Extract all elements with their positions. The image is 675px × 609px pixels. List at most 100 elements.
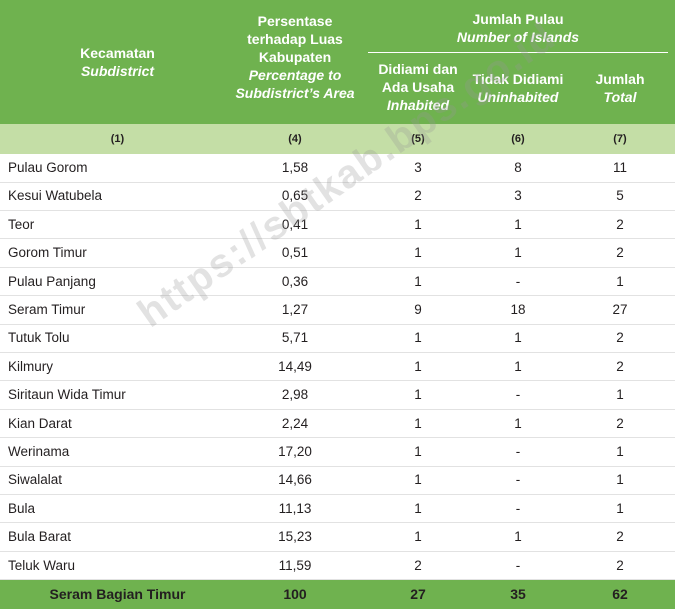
cell-subdistrict: Teluk Waru: [8, 557, 76, 573]
table-row: Kilmury 14,49 1 1 2: [0, 353, 675, 382]
column-number-row: (1) (4) (5) (6) (7): [0, 124, 675, 154]
cell-inhabited: 1: [414, 358, 422, 374]
cell-inhabited: 1: [414, 387, 422, 403]
cell-uninhabited: 1: [514, 415, 522, 431]
table-row: Kesui Watubela 0,65 2 3 5: [0, 182, 675, 211]
table-row: Gorom Timur 0,51 1 1 2: [0, 239, 675, 268]
cell-subdistrict: Werinama: [8, 444, 70, 459]
cell-subdistrict: Gorom Timur: [8, 245, 87, 261]
cell-total: 27: [612, 302, 628, 317]
cell-area-pct: 14,49: [278, 358, 312, 374]
colnum-6: (6): [511, 133, 525, 145]
cell-subdistrict: Siwalalat: [8, 472, 63, 488]
cell-area-pct: 11,59: [278, 557, 312, 573]
cell-inhabited: 1: [414, 444, 422, 459]
header-uninhabited: Tidak Didiami Uninhabited: [466, 70, 570, 106]
cell-total: 2: [616, 557, 624, 573]
colnum-5: (5): [411, 133, 425, 145]
cell-total: 5: [616, 188, 624, 204]
table-row: Teor 0,41 1 1 2: [0, 211, 675, 240]
total-uninhabited: 35: [510, 586, 526, 602]
cell-uninhabited: 1: [514, 529, 522, 545]
cell-subdistrict: Bula Barat: [8, 529, 72, 545]
header-uninhabited-l2: Uninhabited: [477, 89, 559, 105]
header-total: Jumlah Total: [572, 70, 668, 106]
header-area-percentage: Persentase terhadap Luas Kabupaten Perce…: [235, 12, 355, 102]
total-pct: 100: [283, 586, 307, 602]
cell-subdistrict: Kian Darat: [8, 415, 72, 431]
header-inhabited-l2: Ada Usaha: [381, 79, 455, 95]
cell-uninhabited: 1: [514, 216, 522, 232]
header-inhabited-l1: Didiami dan: [378, 61, 458, 77]
cell-uninhabited: -: [515, 557, 521, 573]
header-inhabited: Didiami dan Ada Usaha Inhabited: [370, 60, 466, 114]
table-row: Werinama 17,20 1 - 1: [0, 438, 675, 467]
cell-area-pct: 0,65: [281, 188, 309, 204]
cell-uninhabited: -: [515, 273, 521, 289]
table-row: Bula Barat 15,23 1 1 2: [0, 523, 675, 552]
cell-total: 1: [616, 273, 624, 289]
cell-subdistrict: Pulau Panjang: [8, 273, 96, 289]
cell-inhabited: 1: [414, 472, 422, 488]
cell-subdistrict: Kilmury: [8, 358, 54, 374]
header-inhabited-l3: Inhabited: [386, 97, 450, 113]
header-number-of-islands: Jumlah Pulau Number of Islands: [368, 10, 668, 46]
table-row: Tutuk Tolu 5,71 1 1 2: [0, 324, 675, 353]
header-total-l2: Total: [603, 89, 637, 105]
cell-total: 2: [616, 245, 624, 261]
cell-inhabited: 2: [414, 188, 422, 204]
header-area-l1: Persentase: [257, 13, 333, 29]
cell-subdistrict: Kesui Watubela: [8, 188, 103, 204]
table-row: Bula 11,13 1 - 1: [0, 495, 675, 524]
cell-uninhabited: -: [515, 472, 521, 488]
cell-area-pct: 2,98: [281, 387, 309, 403]
cell-area-pct: 1,58: [281, 160, 309, 175]
cell-total: 2: [616, 330, 624, 346]
total-total: 62: [612, 586, 628, 602]
header-subdistrict-en: Subdistrict: [80, 63, 155, 79]
cell-subdistrict: Siritaun Wida Timur: [8, 387, 126, 403]
header-group-en: Number of Islands: [456, 29, 580, 45]
cell-area-pct: 0,51: [281, 245, 309, 261]
cell-inhabited: 1: [414, 216, 422, 232]
header-group-id: Jumlah Pulau: [472, 11, 564, 27]
header-subdistrict-id: Kecamatan: [80, 45, 155, 61]
cell-inhabited: 1: [414, 500, 422, 516]
header-total-l1: Jumlah: [595, 71, 645, 87]
cell-total: 11: [612, 160, 627, 175]
total-name: Seram Bagian Timur: [49, 586, 186, 602]
cell-area-pct: 15,23: [278, 529, 312, 545]
cell-inhabited: 9: [414, 302, 422, 317]
cell-total: 1: [616, 472, 624, 488]
header-area-l5: Subdistrict’s Area: [235, 85, 355, 101]
colnum-4: (4): [288, 133, 302, 145]
cell-area-pct: 1,27: [281, 302, 309, 317]
cell-subdistrict: Teor: [8, 216, 35, 232]
cell-total: 2: [616, 358, 624, 374]
total-row: Seram Bagian Timur 100 27 35 62: [0, 580, 675, 609]
cell-uninhabited: 3: [514, 188, 522, 204]
cell-uninhabited: 18: [510, 302, 526, 317]
header-subdistrict: Kecamatan Subdistrict: [0, 44, 235, 80]
cell-uninhabited: -: [515, 500, 521, 516]
cell-area-pct: 5,71: [281, 330, 309, 346]
table-row: Kian Darat 2,24 1 1 2: [0, 410, 675, 439]
cell-inhabited: 1: [414, 529, 422, 545]
header-area-l2: terhadap Luas: [247, 31, 343, 47]
cell-uninhabited: 1: [514, 358, 522, 374]
cell-area-pct: 0,41: [281, 216, 309, 232]
cell-uninhabited: -: [515, 387, 521, 403]
cell-subdistrict: Seram Timur: [8, 302, 86, 317]
cell-area-pct: 11,13: [278, 500, 312, 516]
table-row: Seram Timur 1,27 9 18 27: [0, 296, 675, 325]
table-row: Teluk Waru 11,59 2 - 2: [0, 552, 675, 581]
cell-area-pct: 17,20: [278, 444, 312, 459]
cell-subdistrict: Tutuk Tolu: [8, 330, 70, 346]
colnum-1: (1): [110, 133, 125, 145]
cell-uninhabited: 8: [514, 160, 522, 175]
colnum-7: (7): [613, 133, 627, 145]
cell-subdistrict: Bula: [8, 500, 36, 516]
table-header: Kecamatan Subdistrict Persentase terhada…: [0, 0, 675, 124]
table-row: Siritaun Wida Timur 2,98 1 - 1: [0, 381, 675, 410]
